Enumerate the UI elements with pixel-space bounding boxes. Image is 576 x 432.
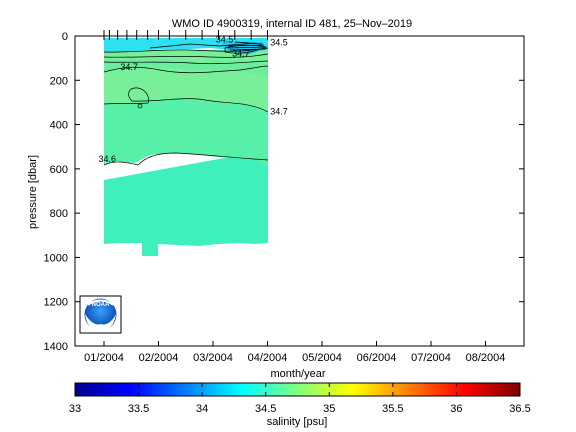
colorbar-tick-label: 34	[196, 403, 208, 415]
y-tick-label: 1000	[44, 252, 68, 264]
contour-label: 34.7	[270, 106, 288, 116]
colorbar-tick-label: 35	[323, 403, 335, 415]
x-tick-label: 04/2004	[248, 352, 288, 364]
y-tick-label: 400	[50, 120, 68, 132]
noaa-logo: NOAA	[79, 295, 122, 334]
colorbar-gradient	[74, 382, 521, 397]
contour-line	[103, 152, 269, 166]
colorbar-tick-label: 36.5	[509, 403, 530, 415]
contour-line	[103, 65, 269, 74]
x-tick-label: 02/2004	[139, 352, 179, 364]
upper-lens-layer	[104, 58, 268, 76]
y-axis: 0 200 400 600 800 1000 1200 1400	[44, 31, 524, 353]
contour-label: 34.5	[270, 38, 288, 48]
y-tick-label: 1200	[44, 297, 68, 309]
y-tick-label: 1400	[44, 341, 68, 353]
colorbar-tick-label: 36	[450, 403, 462, 415]
fresh-layer-contours	[227, 41, 267, 51]
svg-text:NOAA: NOAA	[92, 302, 110, 308]
contour-line	[227, 44, 265, 47]
x-tick-label: 07/2004	[411, 352, 451, 364]
contour-label: 34.7	[120, 62, 138, 72]
deep-layer	[104, 150, 268, 256]
contour-label: 34.7	[232, 49, 250, 59]
y-tick-label: 0	[62, 31, 68, 43]
contour-line	[234, 41, 263, 45]
y-tick-label: 600	[50, 164, 68, 176]
profile-markers	[103, 30, 268, 40]
colorbar-tick-label: 34.5	[255, 403, 276, 415]
x-tick-label: 05/2004	[302, 352, 342, 364]
contour-line	[137, 103, 143, 109]
contour-line	[103, 87, 269, 113]
chart-title: WMO ID 4900319, internal ID 481, 25–Nov–…	[172, 18, 412, 30]
x-axis-label: month/year	[270, 368, 325, 380]
colorbar: 33 33.5 34 34.5 35 35.5 36 36.5 salinity [psu]	[69, 382, 531, 428]
contour-line	[149, 42, 256, 49]
y-tick-label: 800	[50, 208, 68, 220]
x-tick-label: 01/2004	[84, 352, 124, 364]
colorbar-tick-label: 33.5	[128, 403, 149, 415]
colorbar-label: salinity [psu]	[267, 416, 328, 428]
contour-line	[103, 53, 269, 58]
contour-label: 34.5	[216, 34, 234, 44]
contour-line	[103, 60, 269, 65]
x-axis: 01/2004 02/2004 03/2004 04/2004 05/2004 06/20…	[84, 341, 505, 364]
y-axis-label: pressure [dbar]	[27, 155, 39, 229]
contour-labels: 34.5 34.5 34.7 34.7 34.7 34.6	[99, 34, 288, 164]
colorbar-ticks: 33 33.5 34 34.5 35 35.5 36 36.5	[69, 383, 531, 415]
contour-line	[103, 47, 269, 53]
plot-area: 34.5 34.5 34.7 34.7 34.7 34.6	[99, 30, 288, 256]
mid-layer	[104, 95, 268, 168]
contour-line	[229, 48, 267, 51]
x-tick-label: 06/2004	[357, 352, 397, 364]
contour-line	[227, 46, 266, 49]
colorbar-tick-label: 33	[69, 403, 81, 415]
colorbar-tick-label: 35.5	[382, 403, 403, 415]
x-tick-label: 03/2004	[193, 352, 233, 364]
x-tick-label: 08/2004	[466, 352, 506, 364]
y-tick-label: 200	[50, 75, 68, 87]
contour-label: 34.6	[99, 154, 117, 164]
plot-frame	[74, 35, 525, 347]
